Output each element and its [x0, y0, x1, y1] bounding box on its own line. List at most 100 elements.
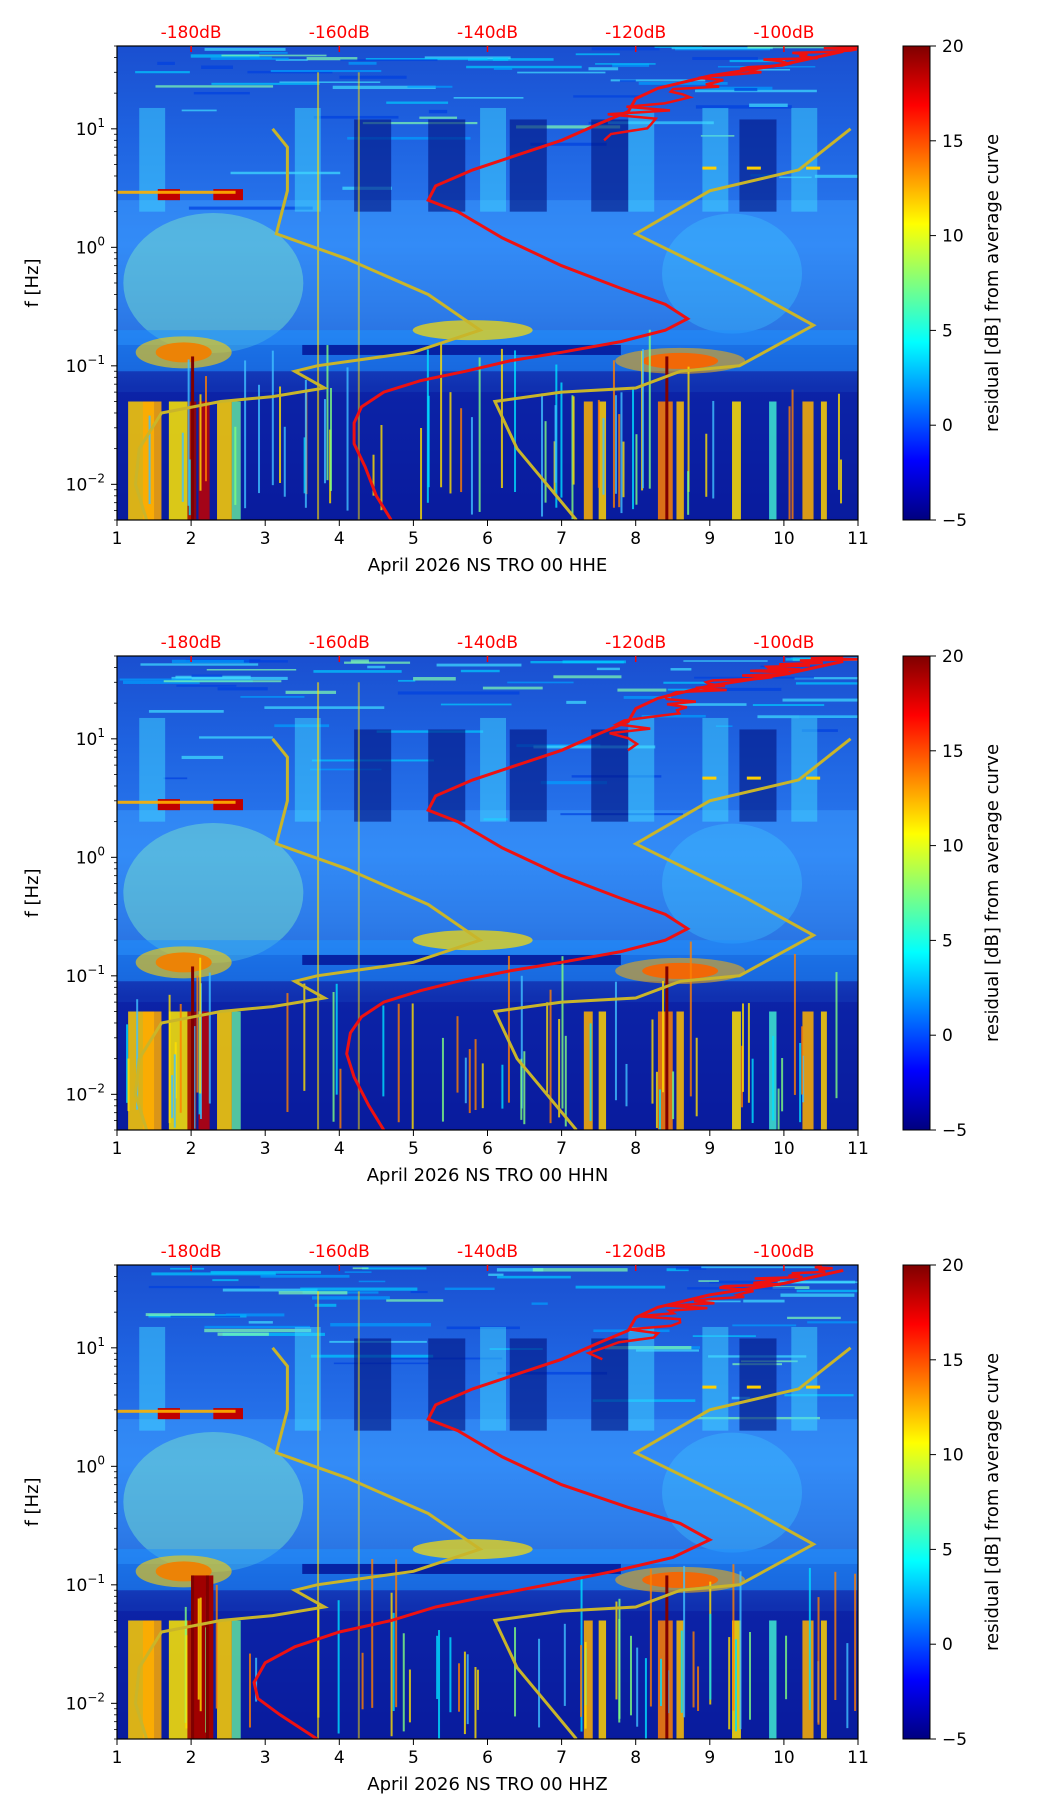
x-tick-label: 8: [630, 529, 641, 549]
y-tick-label: 100: [76, 1453, 105, 1477]
y-tick-exponent: 1: [97, 116, 105, 130]
quiet-column: [354, 119, 392, 212]
hf-tone-mark: [806, 166, 821, 170]
noise-streak: [754, 68, 791, 71]
y-tick-exponent: 0: [97, 1453, 105, 1467]
hf-tone-patch: [157, 189, 180, 201]
y-tick-mantissa: 10: [66, 357, 88, 377]
spike: [680, 1630, 683, 1713]
spike: [337, 1600, 340, 1734]
y-tick-exponent: 1: [97, 726, 105, 740]
spike: [397, 1003, 400, 1123]
y-tick-exponent: 0: [97, 844, 105, 858]
spike: [651, 1019, 654, 1104]
spike: [659, 1658, 662, 1707]
y-tick-label: 101: [76, 1335, 105, 1359]
y-tick-exponent: −2: [87, 1690, 105, 1704]
transient-column: [142, 1620, 162, 1739]
noise-streak: [148, 710, 224, 713]
colorbar-tick-label: 0: [942, 1635, 953, 1655]
y-tick-exponent: −2: [87, 471, 105, 485]
noise-streak: [217, 1332, 269, 1336]
spike: [474, 1667, 477, 1739]
spike: [692, 1631, 695, 1708]
spike: [641, 349, 644, 489]
y-tick-exponent: 1: [97, 1335, 105, 1349]
y-tick-exponent: −1: [87, 963, 105, 977]
noise-streak: [313, 115, 399, 119]
spike: [234, 426, 237, 505]
spike: [303, 983, 306, 1091]
transient-column: [168, 401, 192, 520]
spike: [580, 1645, 583, 1717]
spike-column: [357, 1291, 360, 1739]
model-curve-high: [492, 1346, 852, 1739]
noise-streak: [310, 768, 382, 771]
noise-streak: [440, 703, 512, 706]
spike: [808, 1567, 811, 1710]
noise-streak: [275, 59, 308, 61]
hf-tone-mark: [746, 166, 761, 170]
model-curve-high: [492, 127, 852, 520]
active-column: [702, 107, 729, 212]
spike: [181, 432, 184, 502]
spike: [747, 1003, 750, 1103]
noise-streak: [285, 690, 337, 694]
hf-tone-line: [117, 1409, 236, 1413]
transient-column: [217, 401, 232, 520]
transient-column: [598, 401, 607, 520]
hf-tone-patch: [157, 799, 180, 811]
spike: [561, 956, 564, 1109]
quiet-column: [509, 729, 547, 822]
noise-streak: [191, 674, 223, 678]
noise-streak: [332, 85, 436, 90]
hot-column: [191, 966, 195, 1130]
spike: [449, 1637, 452, 1713]
transient-column: [231, 1620, 241, 1739]
noise-streak: [362, 1267, 427, 1270]
storm-halo: [135, 336, 232, 369]
noise-streak: [671, 46, 773, 50]
y-tick-mantissa: 10: [76, 730, 98, 750]
spike: [372, 454, 375, 496]
x-tick-label: 8: [630, 1748, 641, 1768]
model-curve-high: [492, 737, 852, 1130]
spike: [620, 392, 623, 514]
noise-streak: [386, 101, 449, 104]
noise-streak: [610, 79, 706, 82]
top-axis-label: -160dB: [309, 23, 370, 43]
x-tick-label: 10: [773, 529, 795, 549]
noise-streak: [814, 174, 858, 178]
y-tick-mantissa: 10: [66, 1085, 88, 1105]
x-axis-label: April 2026 NS TRO 00 HHZ: [367, 1774, 607, 1795]
colorbar-tick-label: 15: [942, 742, 964, 762]
noise-streak: [734, 88, 758, 92]
noise-streak: [204, 1325, 311, 1329]
noise-streak: [212, 1279, 239, 1282]
noise-streak: [340, 59, 438, 62]
noise-streak: [573, 95, 643, 98]
quiet-column: [739, 1338, 777, 1431]
active-column: [294, 107, 321, 212]
noise-streak: [669, 703, 747, 706]
noise-streak: [732, 1324, 797, 1327]
noise-streak: [306, 57, 358, 61]
noise-streak: [362, 121, 478, 125]
noise-streak: [243, 660, 288, 663]
noise-streak: [777, 1280, 856, 1284]
spike: [332, 991, 335, 1122]
spike-column: [357, 682, 360, 1130]
transient-column: [732, 401, 741, 520]
transient-column: [802, 401, 814, 520]
spike: [466, 1654, 469, 1725]
spike: [672, 1071, 675, 1120]
microseism-glow: [662, 213, 803, 334]
noise-streak: [553, 675, 622, 679]
spike: [618, 414, 621, 508]
x-tick-label: 9: [704, 1748, 715, 1768]
noise-streak: [530, 142, 607, 146]
spike: [208, 972, 211, 1104]
median-psd-jagged: [609, 656, 858, 752]
noise-streak: [176, 684, 237, 687]
y-axis-label: f [Hz]: [22, 1477, 43, 1526]
